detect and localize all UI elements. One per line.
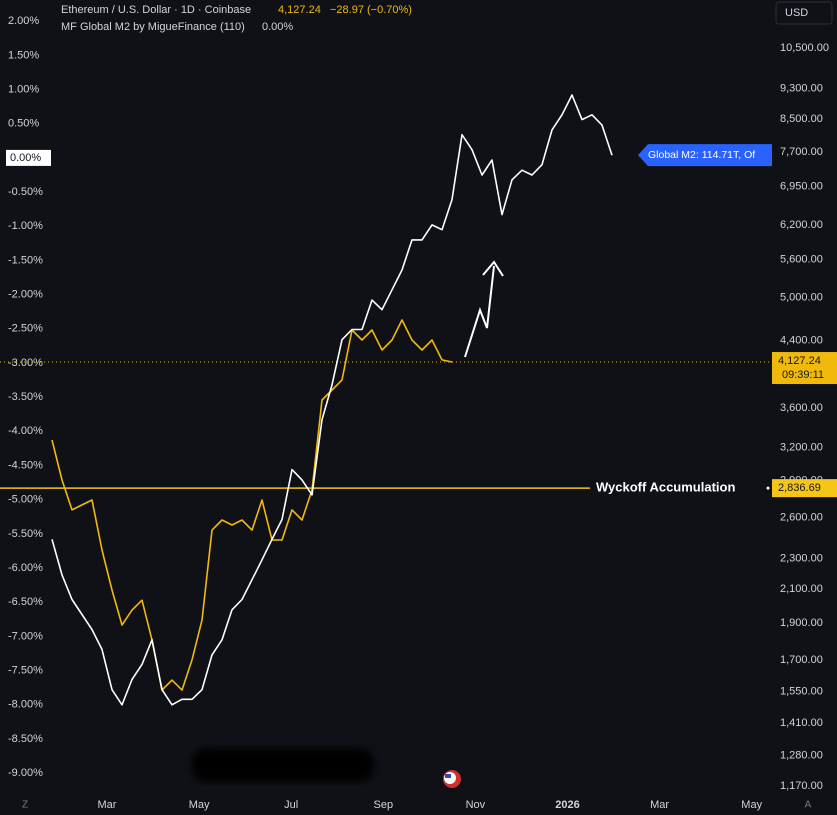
y-tick-label: -1.50% <box>8 254 43 266</box>
y2-tick-label: 10,500.00 <box>780 42 829 54</box>
y-tick-label: 2.00% <box>8 15 39 27</box>
y2-tick-label: 1,550.00 <box>780 685 823 697</box>
y2-tick-label: 1,170.00 <box>780 780 823 792</box>
x-tick-label: Mar <box>650 799 669 811</box>
y2-tick-label: 6,950.00 <box>780 181 823 193</box>
x-tick-label: Sep <box>374 799 394 811</box>
x-tick-label: Nov <box>466 799 486 811</box>
y2-tick-label: 2,100.00 <box>780 583 823 595</box>
x-tick-label: May <box>741 799 762 811</box>
y-tick-label: 1.50% <box>8 49 39 61</box>
x-tick-label: Mar <box>98 799 117 811</box>
y-tick-label: -5.50% <box>8 528 43 540</box>
m2-tag-label: Global M2: 114.71T, Of <box>648 149 755 161</box>
y2-tick-label: 5,000.00 <box>780 291 823 303</box>
y2-tick-label: 2,300.00 <box>780 553 823 565</box>
y2-tick-label: 1,280.00 <box>780 750 823 762</box>
y-tick-label: -3.50% <box>8 391 43 403</box>
annotation-tag <box>772 479 837 498</box>
y-tick-label: 1.00% <box>8 83 39 95</box>
x-tick-label: May <box>189 799 210 811</box>
arrow-head <box>482 260 504 277</box>
y-tick-label: -7.00% <box>8 630 43 642</box>
y2-tick-label: 5,600.00 <box>780 253 823 265</box>
indicator-tag <box>6 149 51 166</box>
y-tick-label: 0.50% <box>8 118 39 130</box>
currency-button[interactable] <box>775 1 833 25</box>
last-price: 4,127.24 <box>278 4 321 16</box>
price-tag <box>772 352 837 385</box>
price-tag-label: 4,127.24 <box>778 355 821 367</box>
x-tick-label: 2026 <box>555 799 579 811</box>
y-tick-label: -1.00% <box>8 220 43 232</box>
series-line <box>51 94 613 706</box>
y2-tick-label: 3,600.00 <box>780 402 823 414</box>
y-tick-label: -3.00% <box>8 357 43 369</box>
y2-tick-label: 6,200.00 <box>780 219 823 231</box>
y-tick-label: -0.50% <box>8 186 43 198</box>
y-tick-label: -6.00% <box>8 562 43 574</box>
y2-tick-label: 1,900.00 <box>780 617 823 629</box>
y-tick-label: -2.00% <box>8 289 43 301</box>
y2-tick-label: 9,300.00 <box>780 83 823 95</box>
y-tick-label: -8.00% <box>8 699 43 711</box>
y2-tick-label: 2,600.00 <box>780 511 823 523</box>
x-tick-label: Jul <box>284 799 298 811</box>
arrow <box>464 265 495 358</box>
y-tick-label: -9.00% <box>8 767 43 779</box>
y2-tick-label: 1,700.00 <box>780 654 823 666</box>
event-icon-flag <box>445 774 451 778</box>
y2-tick-label: 1,410.00 <box>780 717 823 729</box>
y2-tick-label: 3,200.00 <box>780 442 823 454</box>
y-tick-label: -4.50% <box>8 459 43 471</box>
annotation-tag-label: 2,836.69 <box>778 482 821 494</box>
scale-button[interactable]: Z <box>22 800 28 811</box>
y-tick-label: -4.00% <box>8 425 43 437</box>
y2-tick-label: 7,700.00 <box>780 146 823 158</box>
y-tick-label: -5.00% <box>8 494 43 506</box>
series-legend: Ethereum / U.S. Dollar · 1D · Coinbase <box>61 4 251 16</box>
annotation-dot <box>766 486 770 490</box>
y-tick-label: -7.50% <box>8 664 43 676</box>
annotation-label: Wyckoff Accumulation <box>596 480 735 495</box>
redaction <box>192 748 374 782</box>
series-line <box>51 319 453 691</box>
y-tick-label: -2.50% <box>8 323 43 335</box>
indicator-tag-label: 0.00% <box>10 152 41 164</box>
countdown: 09:39:11 <box>782 369 824 381</box>
y2-tick-label: 8,500.00 <box>780 113 823 125</box>
indicator-value: 0.00% <box>262 21 293 33</box>
currency-label[interactable]: USD <box>785 7 808 19</box>
series-legend: MF Global M2 by MigueFinance (110) <box>61 21 245 33</box>
y-tick-label: -8.50% <box>8 733 43 745</box>
y2-tick-label: 4,400.00 <box>780 334 823 346</box>
scale-button[interactable]: A <box>805 800 812 811</box>
m2-tag <box>638 144 772 167</box>
y-tick-label: -6.50% <box>8 596 43 608</box>
price-change: −28.97 (−0.70%) <box>330 4 412 16</box>
